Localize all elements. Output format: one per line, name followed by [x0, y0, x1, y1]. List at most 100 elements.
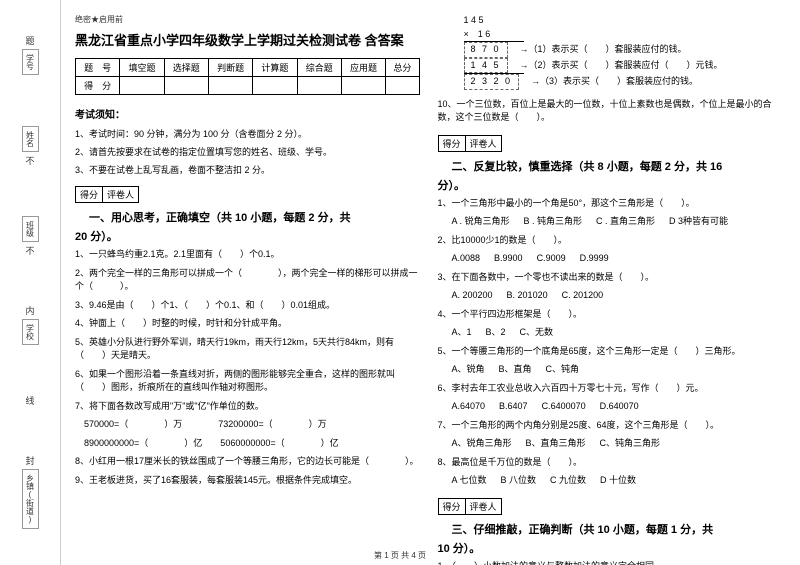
td	[253, 77, 297, 95]
q: 8、小红用一根17厘米长的铁丝围成了一个等腰三角形，它的边长可能是（ ）。	[75, 455, 420, 469]
th: 应用题	[341, 59, 385, 77]
binding-slot-3: 班级不	[22, 216, 39, 255]
opt: A、锐角	[452, 363, 485, 377]
q: 8、最高位是千万位的数是（ ）。	[438, 456, 783, 470]
mult-line-2: 1 4 5→（2）表示买（ ）套服装应付（ ）元钱。	[464, 58, 783, 74]
mult-text: →（3）表示买（ ）套服装应付的钱。	[531, 75, 698, 89]
td	[386, 77, 419, 95]
note-line: 2、请首先按要求在试卷的指定位置填写您的姓名、班级、学号。	[75, 145, 420, 158]
td	[297, 77, 341, 95]
q: 6、如果一个图形沿着一条直线对折，两侧的图形能够完全重合，这样的图形就叫（ ）图…	[75, 368, 420, 395]
th: 题 号	[76, 59, 120, 77]
scorer-box: 得分评卷人	[75, 186, 139, 203]
side-char: 不	[24, 246, 37, 255]
multiply-working: 1 4 5 × 1 6 8 7 0 →（1）表示买（ ）套服装应付的钱。 1 4 …	[464, 14, 783, 90]
q: 5、一个等腰三角形的一个底角是65度，这个三角形一定是（ ）三角形。	[438, 345, 783, 359]
binding-slot-2: 姓名不	[22, 126, 39, 165]
opt: C、无数	[520, 326, 554, 340]
q: 2、比10000少1的数是（ ）。	[438, 234, 783, 248]
side-char: 内	[24, 306, 37, 315]
td: 得 分	[76, 77, 120, 95]
dashed-box: 8 7 0	[464, 42, 508, 58]
binding-label: 姓名	[22, 126, 39, 152]
dashed-box: 2 3 2 0	[464, 74, 520, 90]
q: 5、英雄小分队进行野外军训，晴天行19km，雨天行12km，5天共行84km，则…	[75, 336, 420, 363]
scorer-cell: 评卷人	[466, 499, 501, 514]
right-col: 1 4 5 × 1 6 8 7 0 →（1）表示买（ ）套服装应付的钱。 1 4 …	[438, 14, 783, 555]
opts: A、1 B、2 C、无数	[452, 326, 783, 340]
th: 判断题	[208, 59, 252, 77]
mult-mul: × 1 6	[464, 28, 783, 42]
notes-heading: 考试须知：	[75, 106, 420, 121]
scorer-cell: 得分	[439, 136, 466, 151]
mult-text: →（1）表示买（ ）套服装应付的钱。	[520, 43, 687, 57]
opt: C. 201200	[562, 289, 604, 303]
note-line: 1、考试时间：90 分钟，满分为 100 分（含卷面分 2 分）。	[75, 127, 420, 140]
opt: B 八位数	[501, 474, 537, 488]
scorer-cell: 评卷人	[466, 136, 501, 151]
binding-slot-1: 题学号	[22, 36, 39, 75]
dashed-box: 1 4 5	[464, 58, 508, 74]
opt: D 3种皆有可能	[669, 215, 728, 229]
binding-slot-5: 线	[24, 396, 37, 405]
opts: A.64070B.6407C.6400070D.640070	[452, 400, 783, 414]
th: 选择题	[164, 59, 208, 77]
q: 1、一个三角形中最小的一个角是50°，那这个三角形是（ ）。	[438, 197, 783, 211]
th: 填空题	[120, 59, 164, 77]
q: 1、一只蜂鸟约重2.1克。2.1里面有（ ）个0.1。	[75, 248, 420, 262]
opt: B、2	[486, 326, 506, 340]
q: 570000=（ ）万 73200000=（ ）万	[75, 418, 420, 432]
q: 4、钟面上（ ）时整的时候，时针和分针成平角。	[75, 317, 420, 331]
mult-top: 1 4 5	[464, 14, 783, 28]
opt: A . 锐角三角形	[452, 215, 510, 229]
scorer-box: 得分评卷人	[438, 498, 502, 515]
page: 题学号 姓名不 班级不 内学校 线 封乡镇(街道) 绝密★启用前 黑龙江省重点小…	[0, 0, 800, 565]
binding-margin: 题学号 姓名不 班级不 内学校 线 封乡镇(街道)	[0, 0, 61, 565]
q: 10、一个三位数，百位上是最大的一位数，十位上素数也是偶数，个位上是最小的合数，…	[438, 98, 783, 125]
sec-1-heading-2: 20 分）。	[75, 228, 420, 244]
q: 3、9.46是由（ ）个1、（ ）个0.1、和（ ）0.01组成。	[75, 299, 420, 313]
side-char: 封	[24, 456, 37, 465]
q: 7、将下面各数改写成用"万"或"亿"作单位的数。	[75, 400, 420, 414]
left-col: 绝密★启用前 黑龙江省重点小学四年级数学上学期过关检测试卷 含答案 题 号 填空…	[75, 14, 420, 555]
binding-slot-4: 内学校	[22, 306, 39, 345]
q: 7、一个三角形的两个内角分别是25度、64度，这个三角形是（ ）。	[438, 419, 783, 433]
section-2-title: 得分评卷人	[438, 135, 783, 152]
opt: D.9999	[580, 252, 609, 266]
opt: C.9009	[537, 252, 566, 266]
side-char: 线	[24, 396, 37, 405]
opt: B、直角	[499, 363, 532, 377]
scorer-cell: 评卷人	[103, 187, 138, 202]
sec-1-heading: 一、用心思考，正确填空（共 10 小题，每题 2 分，共	[75, 209, 420, 225]
q: 4、一个平行四边形框架是（ ）。	[438, 308, 783, 322]
td	[164, 77, 208, 95]
note-line: 3、不要在试卷上乱写乱画，卷面不整洁扣 2 分。	[75, 163, 420, 176]
opts: A 七位数B 八位数C 九位数D 十位数	[452, 474, 783, 488]
sec-2-heading-2: 分）。	[438, 177, 783, 193]
section-3-title: 得分评卷人	[438, 498, 783, 515]
side-char: 题	[24, 36, 37, 45]
opt: A、1	[452, 326, 472, 340]
opts: A.0088B.9900C.9009D.9999	[452, 252, 783, 266]
section-1-title: 得分评卷人	[75, 186, 420, 203]
th: 计算题	[253, 59, 297, 77]
opts: A、锐角三角形B、直角三角形C、钝角三角形	[452, 437, 783, 451]
page-footer: 第 1 页 共 4 页	[0, 550, 800, 561]
score-row-values: 得 分	[76, 77, 420, 95]
binding-slot-6: 封乡镇(街道)	[22, 456, 39, 529]
opt: A.0088	[452, 252, 481, 266]
opt: A. 200200	[452, 289, 493, 303]
q: 9、王老板进货，买了16套服装，每套服装145元。根据条件完成填空。	[75, 474, 420, 488]
scorer-cell: 得分	[439, 499, 466, 514]
q: 2、两个完全一样的三角形可以拼成一个（ ），两个完全一样的梯形可以拼成一个（ ）…	[75, 267, 420, 294]
side-char: 不	[24, 156, 37, 165]
sec-3-heading: 三、仔细推敲，正确判断（共 10 小题，每题 1 分，共	[438, 521, 783, 537]
opt: A 七位数	[452, 474, 487, 488]
opt: C 九位数	[550, 474, 586, 488]
binding-label: 学校	[22, 319, 39, 345]
score-table: 题 号 填空题 选择题 判断题 计算题 综合题 应用题 总分 得 分	[75, 58, 420, 95]
opt: A.64070	[452, 400, 486, 414]
opts: A . 锐角三角形B . 钝角三角形C . 直角三角形D 3种皆有可能	[452, 215, 783, 229]
binding-label: 学号	[22, 49, 39, 75]
opt: C.6400070	[542, 400, 586, 414]
